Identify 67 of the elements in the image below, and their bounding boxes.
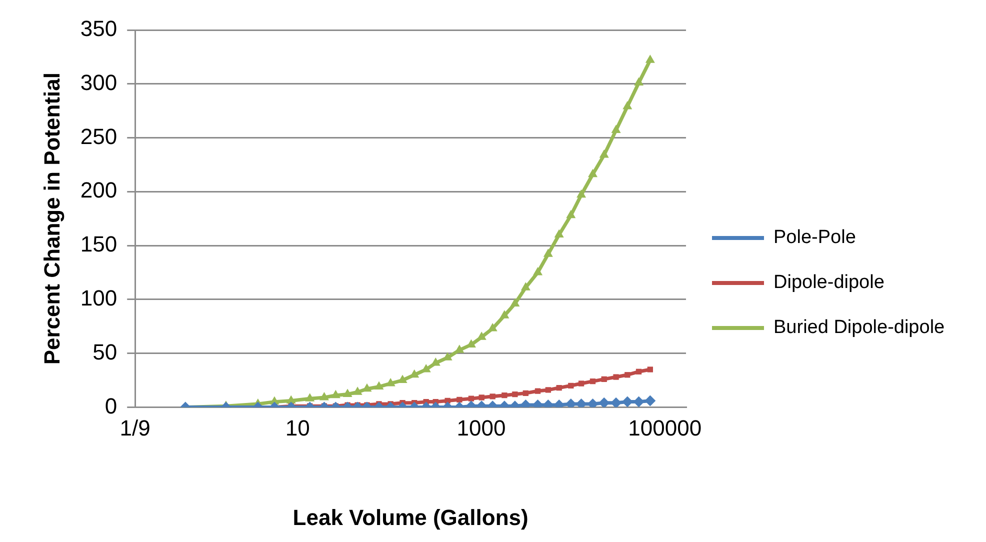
point [611, 124, 621, 133]
point [488, 323, 498, 332]
point [556, 384, 562, 391]
point [468, 396, 474, 402]
x-tick-label: 1/9 [120, 415, 150, 440]
x-axis-title: Leak Volume (Gallons) [292, 504, 528, 530]
point [578, 380, 584, 386]
y-tick-label: 100 [80, 285, 118, 310]
point [610, 397, 622, 408]
y-tick-label: 150 [80, 232, 118, 257]
legend-label: Dipole-dipole [774, 272, 884, 294]
legend-label: Buried Dipole-dipole [774, 317, 945, 338]
y-tick-label: 250 [80, 124, 118, 149]
y-tick-label: 350 [80, 16, 118, 42]
point [502, 392, 508, 398]
point [490, 394, 496, 400]
point [454, 344, 464, 353]
point [430, 358, 440, 366]
y-axis-title: Percent Change in Potential [39, 72, 64, 365]
point [319, 392, 329, 400]
point [510, 298, 520, 306]
point [534, 388, 541, 394]
point [622, 396, 633, 408]
legend-label: Pole-Pole [774, 227, 856, 248]
y-tick-label: 300 [80, 70, 118, 95]
point [330, 390, 340, 398]
point [398, 374, 408, 384]
point [545, 387, 551, 393]
point [588, 168, 598, 178]
x-tick-label: 1000 [456, 415, 506, 440]
point [624, 372, 630, 378]
point [500, 310, 510, 318]
point [565, 398, 576, 408]
point [444, 398, 450, 404]
x-tick-label: 100000 [628, 415, 702, 440]
y-tick-label: 200 [80, 178, 118, 203]
point [636, 368, 642, 374]
point [478, 394, 484, 400]
point [533, 266, 543, 276]
point [634, 77, 644, 86]
point [352, 386, 362, 395]
point [456, 396, 462, 402]
point [342, 388, 352, 398]
point [576, 189, 586, 198]
point [512, 391, 518, 398]
point [601, 376, 607, 382]
point [374, 381, 384, 390]
x-tick-label: 10 [285, 415, 310, 440]
point [520, 282, 530, 290]
point [568, 382, 574, 388]
point [599, 150, 609, 158]
point [645, 54, 655, 63]
point [644, 395, 656, 406]
y-tick-label: 0 [104, 393, 118, 418]
point [386, 378, 396, 386]
point [576, 398, 587, 408]
point [613, 374, 619, 380]
point [622, 101, 632, 110]
point [554, 229, 564, 238]
point [647, 366, 653, 372]
point [543, 248, 553, 257]
point [566, 210, 576, 218]
point [590, 378, 596, 384]
y-tick-label: 50 [92, 339, 118, 364]
point [522, 390, 529, 396]
point [476, 332, 486, 340]
point [587, 398, 598, 408]
